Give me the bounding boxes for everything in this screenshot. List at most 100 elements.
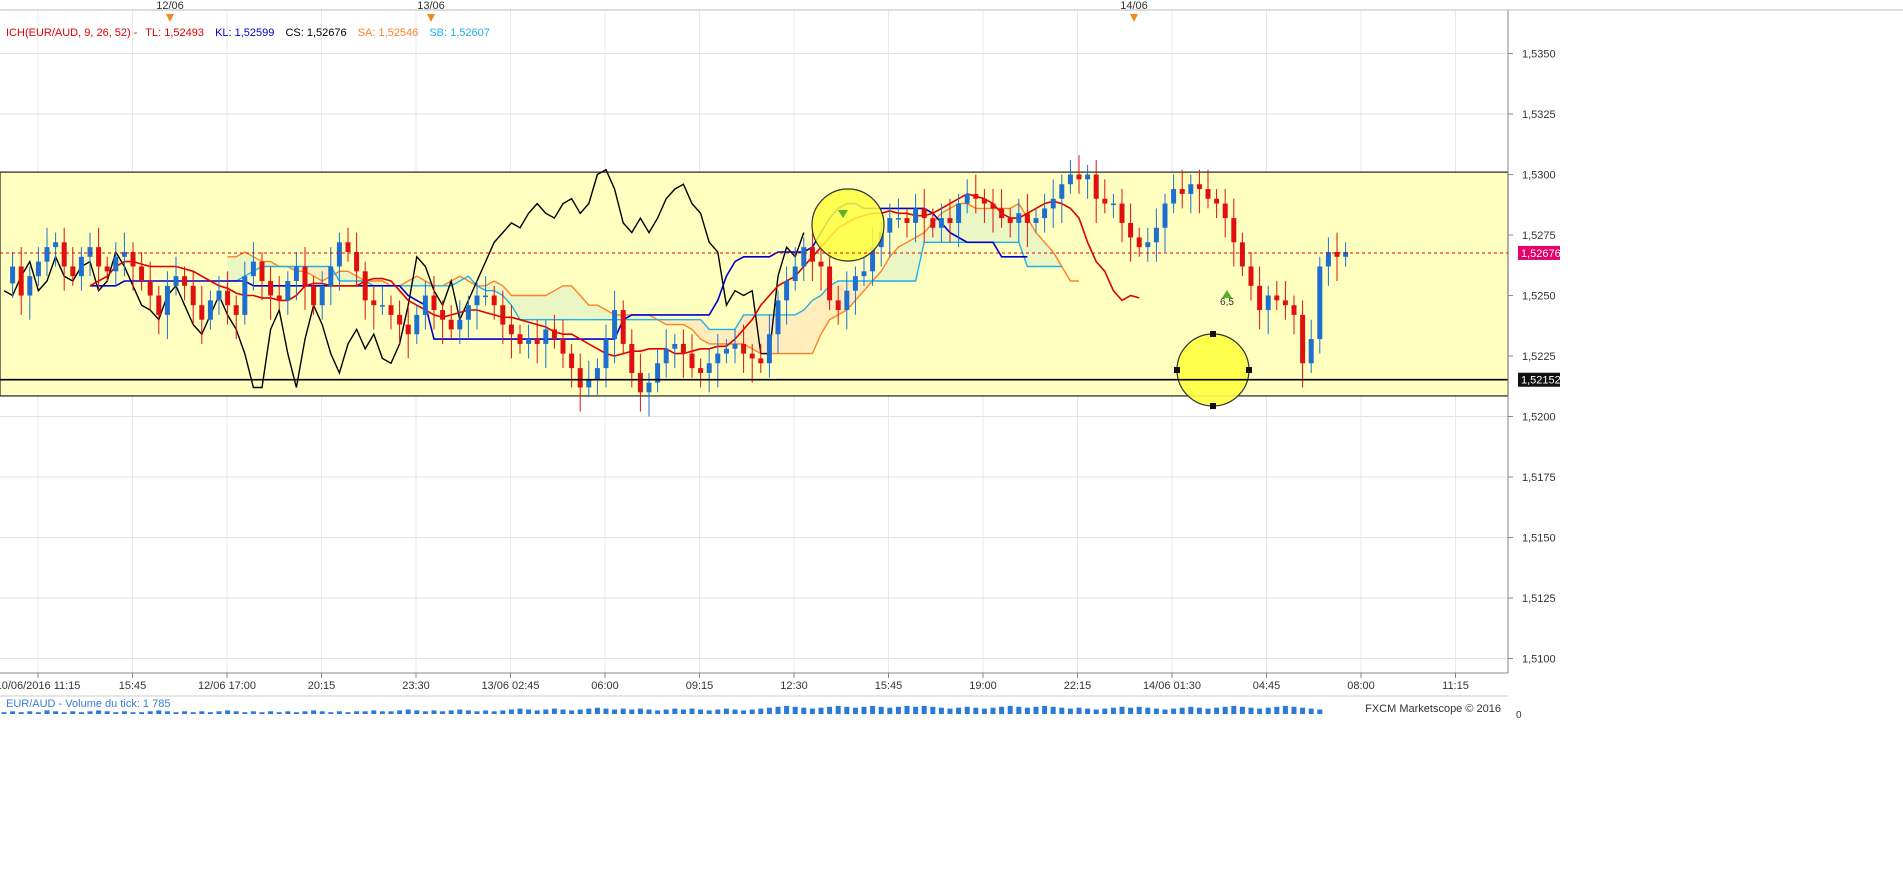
x-tick-label: 09:15 (686, 680, 714, 692)
candle-body (1042, 208, 1048, 219)
volume-bar (612, 709, 618, 714)
x-tick-label: 19:00 (969, 680, 997, 692)
candle-body (121, 251, 127, 257)
candle-body (543, 329, 549, 344)
cloud-segment (795, 310, 804, 354)
candle-body (921, 208, 927, 219)
volume-bar (1067, 708, 1073, 714)
volume-bar (809, 708, 815, 714)
volume-bar (268, 711, 274, 714)
candle-body (861, 271, 867, 277)
volume-bar (139, 712, 145, 714)
volume-bar (70, 711, 76, 714)
candle-body (53, 242, 59, 248)
volume-bar (1282, 705, 1288, 714)
candle-body (1222, 203, 1228, 219)
candle-body (629, 343, 635, 373)
candle-body (1153, 227, 1159, 243)
candle-body (233, 305, 239, 315)
volume-bar (474, 711, 480, 714)
volume-bar (1171, 708, 1177, 714)
candle-body (1067, 174, 1073, 185)
volume-bar (551, 708, 557, 714)
candles (10, 155, 1349, 417)
top-date-label: 14/06 (1120, 0, 1148, 12)
cloud-segment (898, 242, 907, 282)
cloud-segment (236, 251, 245, 282)
y-tick-label: 1,5250 (1522, 291, 1556, 303)
candle-body (895, 218, 901, 220)
candle-body (1334, 251, 1340, 257)
candle-body (10, 266, 16, 284)
candle-body (1024, 213, 1030, 223)
volume-bar (371, 710, 377, 714)
volume-bar (379, 711, 385, 714)
candle-body (784, 281, 790, 301)
volume-bar (878, 706, 884, 714)
volume-bar (801, 707, 807, 714)
candle-body (1050, 198, 1056, 209)
candle-body (465, 305, 471, 320)
volume-bar (27, 711, 33, 714)
cloud-segment (975, 208, 985, 243)
candle-body (818, 261, 824, 267)
candle-body (147, 281, 153, 296)
candle-body (35, 261, 41, 277)
candle-body (1274, 295, 1280, 301)
y-tick-label: 1,5175 (1522, 472, 1556, 484)
candle-body (586, 380, 592, 388)
candle-body (1205, 189, 1211, 199)
volume-bar (646, 709, 652, 714)
volume-bar (1265, 707, 1271, 714)
level-price-label: 1,52152 (1521, 375, 1561, 387)
candle-body (371, 300, 377, 306)
y-axis-ticks: 1,5350 1,5325 1,5300 1,5275 1,5250 1,5225 1,52… (1508, 49, 1556, 665)
volume-bar (827, 706, 833, 714)
indicator-kl: KL: 1,52599 (215, 27, 274, 39)
candle-body (758, 358, 764, 364)
candle-body (981, 198, 987, 204)
candle-body (620, 310, 626, 344)
current-price-marker: 1,52676 (1518, 245, 1561, 260)
cloud-segment (984, 208, 993, 243)
candle-body (1308, 339, 1314, 364)
cloud-segment (752, 314, 761, 354)
volume-bar (259, 712, 265, 714)
chikou-line (3, 168, 805, 389)
up-arrow-icon (1222, 290, 1232, 298)
volume-label: EUR/AUD - Volume du tick: 1 785 (6, 698, 170, 710)
candle-body (405, 324, 411, 335)
candle-body (809, 247, 815, 262)
volume-bar (1188, 706, 1194, 714)
cloud-segment (227, 256, 237, 282)
volume-bar (328, 712, 334, 714)
volume-bar (44, 710, 50, 714)
cloud-segment (717, 329, 727, 344)
volume-bar (973, 707, 979, 714)
candle-body (844, 290, 850, 311)
cloud-segment (528, 295, 538, 320)
candle-body (990, 203, 996, 209)
cloud-segment (786, 314, 796, 354)
candle-body (336, 242, 342, 267)
candle-body (311, 285, 317, 306)
y-tick-label: 1,5300 (1522, 170, 1556, 182)
candle-body (431, 295, 437, 311)
volume-bar (938, 707, 944, 714)
cloud-segment (313, 266, 323, 282)
selection-handle (1210, 331, 1216, 337)
volume-bar (629, 709, 635, 714)
volume-bar (207, 712, 213, 714)
candle-body (1136, 237, 1142, 248)
volume-bar (1214, 707, 1220, 714)
indicator-cs: CS: 1,52676 (285, 27, 346, 39)
volume-bar (1128, 707, 1134, 714)
cloud-segment (967, 203, 976, 243)
volume-bar (465, 710, 471, 714)
candle-body (1119, 203, 1125, 223)
top-date-marker (1130, 14, 1138, 22)
candle-body (1179, 189, 1185, 194)
volume-bar (672, 708, 678, 714)
volume-bar (655, 710, 661, 714)
